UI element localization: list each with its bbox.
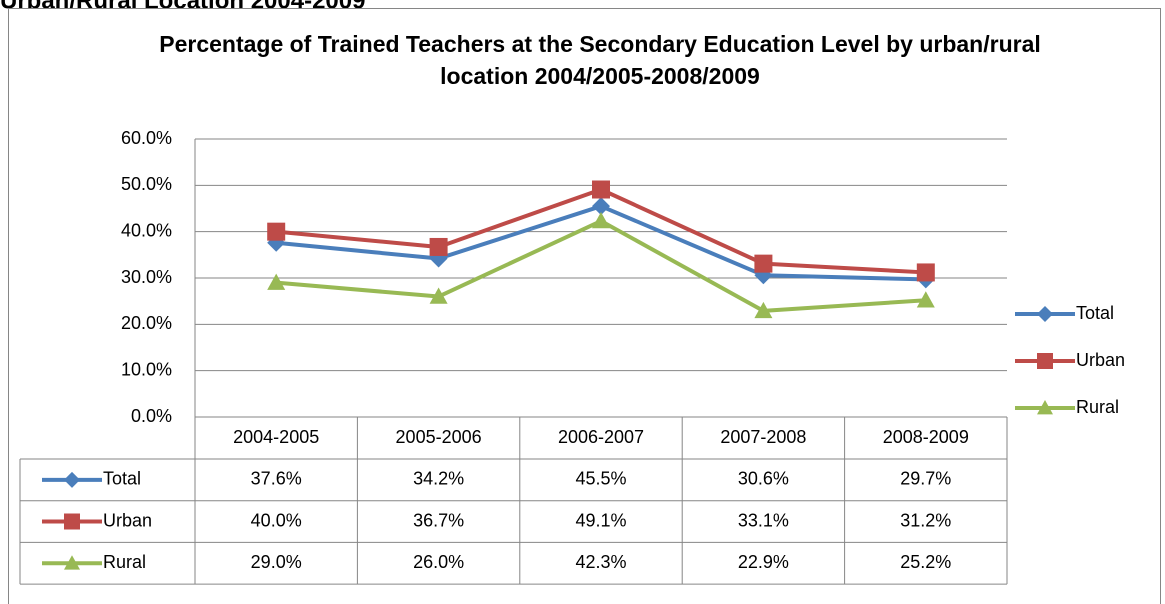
- legend-label: Total: [103, 469, 141, 489]
- marker: [916, 263, 935, 282]
- chart-title: Percentage of Trained Teachers at the Se…: [159, 31, 1041, 89]
- legend-label: Urban: [1076, 350, 1125, 370]
- marker: [592, 197, 610, 216]
- y-tick-label: 50.0%: [121, 174, 172, 194]
- marker: [592, 212, 610, 229]
- legend-marker: [64, 513, 80, 530]
- marker: [592, 180, 610, 199]
- y-tick-label: 10.0%: [121, 359, 172, 379]
- marker: [429, 287, 448, 304]
- marker: [429, 249, 448, 268]
- x-tick-label: 2008-2009: [883, 427, 969, 447]
- table-cell: 49.1%: [575, 510, 626, 530]
- legend-label: Total: [1076, 303, 1114, 323]
- table-cell: 31.2%: [900, 510, 951, 530]
- table-cell: 45.5%: [575, 469, 626, 489]
- y-tick-label: 0.0%: [131, 406, 172, 426]
- y-tick-label: 60.0%: [121, 128, 172, 148]
- table-cell: 42.3%: [575, 552, 626, 572]
- y-tick-label: 20.0%: [121, 313, 172, 333]
- legend-marker: [64, 471, 80, 488]
- legend-label: Rural: [103, 552, 146, 572]
- table-cell: 29.0%: [251, 552, 302, 572]
- marker: [916, 291, 935, 308]
- legend-marker: [1037, 306, 1053, 322]
- table-cell: 26.0%: [413, 552, 464, 572]
- legend-label: Rural: [1076, 397, 1119, 417]
- marker: [754, 254, 773, 273]
- x-tick-label: 2005-2006: [396, 427, 482, 447]
- legend-marker: [64, 555, 80, 570]
- table-cell: 33.1%: [738, 510, 789, 530]
- table-cell: 29.7%: [900, 469, 951, 489]
- table-cell: 34.2%: [413, 469, 464, 489]
- chart-frame: [8, 8, 1161, 604]
- marker: [429, 237, 448, 256]
- y-tick-label: 30.0%: [121, 267, 172, 287]
- table-cell: 37.6%: [251, 469, 302, 489]
- legend-marker: [1037, 400, 1053, 415]
- marker: [267, 273, 286, 290]
- table-cell: 36.7%: [413, 510, 464, 530]
- caption: Urban/Rural Location 2004-2009: [0, 0, 365, 14]
- table-cell: 40.0%: [251, 510, 302, 530]
- x-tick-label: 2004-2005: [233, 427, 319, 447]
- x-tick-label: 2007-2008: [720, 427, 806, 447]
- legend-label: Urban: [103, 510, 152, 530]
- x-tick-label: 2006-2007: [558, 427, 644, 447]
- marker: [267, 222, 286, 241]
- marker: [754, 301, 773, 319]
- table-cell: 25.2%: [900, 552, 951, 572]
- table-cell: 22.9%: [738, 552, 789, 572]
- y-tick-label: 40.0%: [121, 220, 172, 240]
- table-cell: 30.6%: [738, 469, 789, 489]
- legend-marker: [1037, 353, 1053, 369]
